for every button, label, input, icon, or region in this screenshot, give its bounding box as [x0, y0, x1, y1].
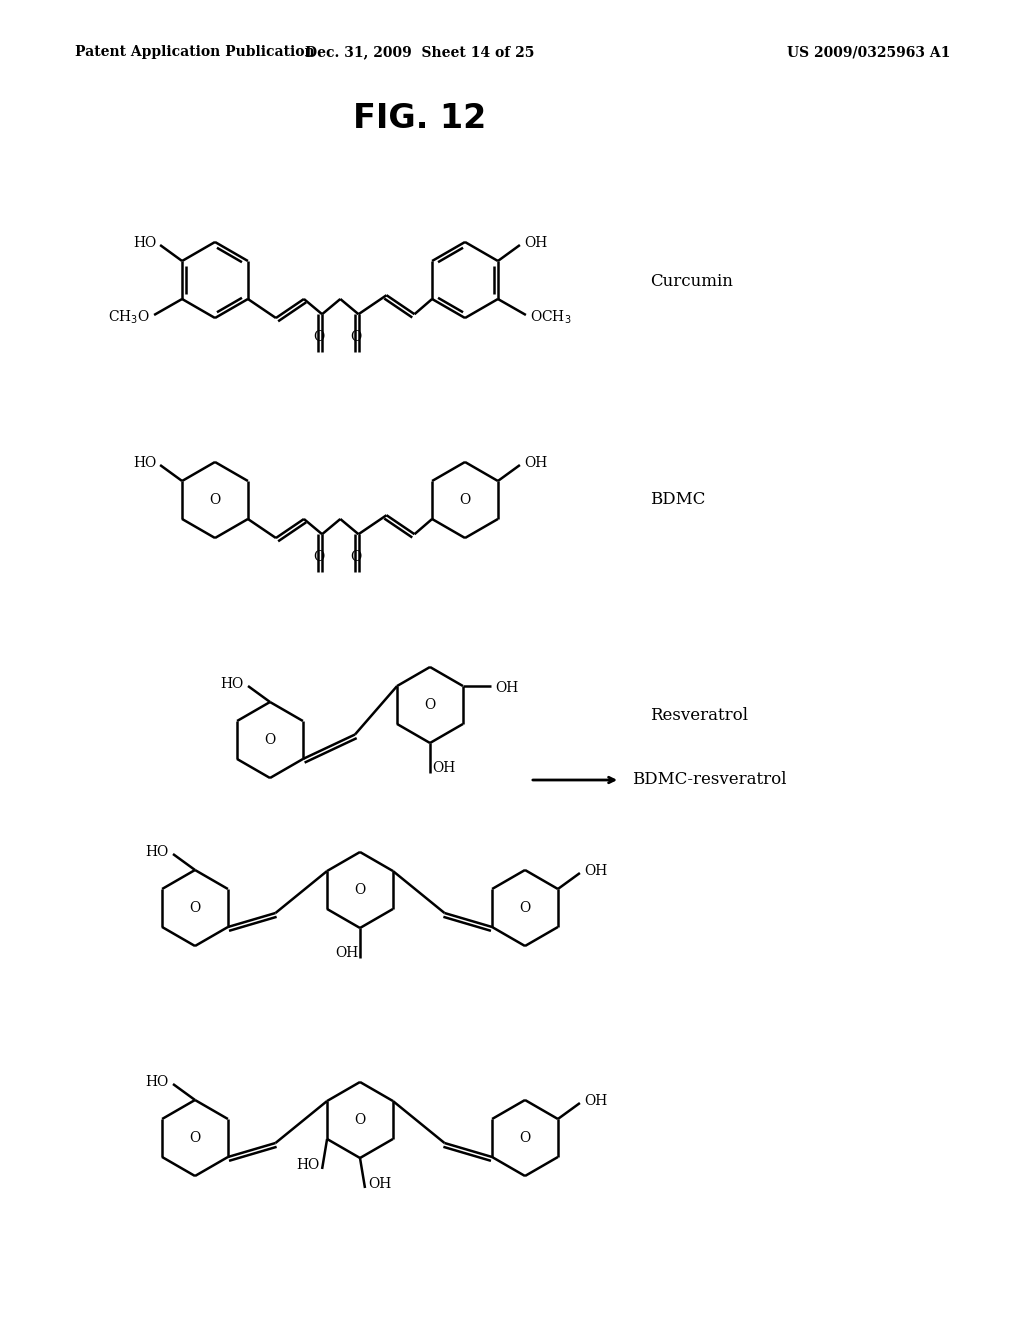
- Text: O: O: [354, 883, 366, 898]
- Text: HO: HO: [133, 236, 156, 249]
- Text: OH: OH: [368, 1177, 391, 1191]
- Text: O: O: [460, 492, 471, 507]
- Text: OH: OH: [584, 865, 607, 878]
- Text: BDMC: BDMC: [650, 491, 706, 508]
- Text: CH$_3$O: CH$_3$O: [109, 309, 151, 326]
- Text: O: O: [519, 1131, 530, 1144]
- Text: BDMC-resveratrol: BDMC-resveratrol: [632, 771, 786, 788]
- Text: OH: OH: [335, 946, 358, 960]
- Text: Dec. 31, 2009  Sheet 14 of 25: Dec. 31, 2009 Sheet 14 of 25: [305, 45, 535, 59]
- Text: Curcumin: Curcumin: [650, 273, 733, 290]
- Text: Patent Application Publication: Patent Application Publication: [75, 45, 314, 59]
- Text: US 2009/0325963 A1: US 2009/0325963 A1: [786, 45, 950, 59]
- Text: OCH$_3$: OCH$_3$: [529, 309, 571, 326]
- Text: Resveratrol: Resveratrol: [650, 706, 748, 723]
- Text: O: O: [189, 902, 201, 915]
- Text: HO: HO: [221, 677, 244, 690]
- Text: O: O: [189, 1131, 201, 1144]
- Text: HO: HO: [145, 845, 169, 859]
- Text: HO: HO: [145, 1074, 169, 1089]
- Text: O: O: [424, 698, 435, 711]
- Text: OH: OH: [432, 762, 456, 775]
- Text: FIG. 12: FIG. 12: [353, 102, 486, 135]
- Text: O: O: [209, 492, 220, 507]
- Text: OH: OH: [584, 1094, 607, 1107]
- Text: OH: OH: [524, 455, 547, 470]
- Text: O: O: [313, 550, 325, 564]
- Text: O: O: [350, 550, 361, 564]
- Text: O: O: [354, 1113, 366, 1127]
- Text: OH: OH: [495, 681, 518, 696]
- Text: O: O: [350, 330, 361, 345]
- Text: O: O: [313, 330, 325, 345]
- Text: O: O: [519, 902, 530, 915]
- Text: OH: OH: [524, 236, 547, 249]
- Text: HO: HO: [296, 1158, 319, 1172]
- Text: O: O: [264, 733, 275, 747]
- Text: HO: HO: [133, 455, 156, 470]
